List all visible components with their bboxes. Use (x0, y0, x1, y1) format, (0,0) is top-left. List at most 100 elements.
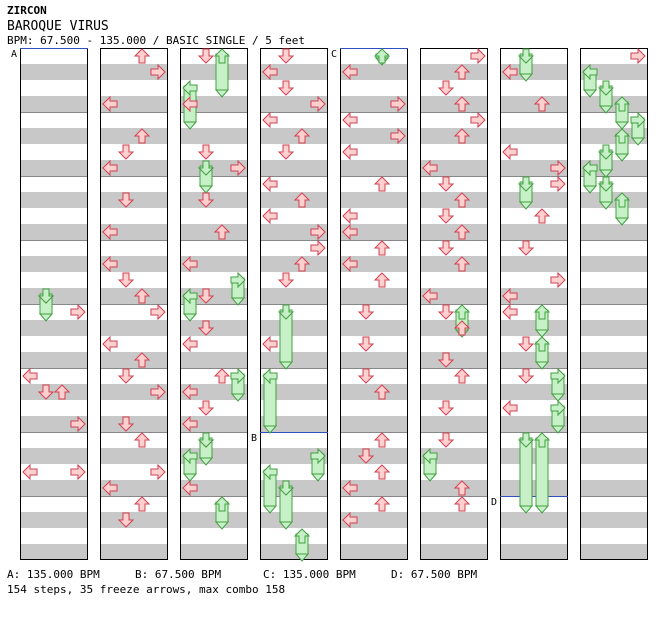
freeze-arrow-body (535, 437, 549, 507)
beat-stripe (340, 480, 408, 496)
step-arrow-left (342, 255, 358, 273)
beat-stripe (340, 320, 408, 336)
step-arrow-left (182, 255, 198, 273)
step-arrow-right (390, 95, 406, 113)
beat-stripe (500, 64, 568, 80)
step-arrow-up (533, 208, 551, 224)
step-arrow-left (342, 207, 358, 225)
freeze-arrow-head-up (613, 96, 631, 112)
freeze-arrow-head-up (533, 432, 551, 448)
freeze-arrow-tail (518, 201, 534, 210)
freeze-arrow-head-right (550, 367, 566, 385)
beat-stripe (500, 384, 568, 400)
freeze-arrow-tail (534, 329, 550, 338)
step-arrow-down (357, 448, 375, 464)
beat-stripe (340, 192, 408, 208)
step-arrow-down (517, 368, 535, 384)
beat-stripe (20, 352, 88, 368)
beat-stripe (580, 320, 648, 336)
beat-stripe (580, 288, 648, 304)
beat-stripe (260, 288, 328, 304)
freeze-arrow-head-up (613, 128, 631, 144)
step-arrow-right (150, 463, 166, 481)
step-arrow-up (453, 192, 471, 208)
step-arrow-up (133, 432, 151, 448)
beat-stripe (580, 352, 648, 368)
freeze-arrow-head-down (277, 480, 295, 496)
step-arrow-left (22, 367, 38, 385)
freeze-arrow-tail (294, 553, 310, 562)
freeze-arrow-tail (582, 185, 598, 194)
beat-stripe (580, 128, 648, 144)
step-arrow-down (357, 336, 375, 352)
beat-stripe (580, 544, 648, 560)
bpm-legend-b: B: 67.500 BPM (135, 568, 222, 581)
step-arrow-right (470, 47, 486, 65)
step-arrow-up (133, 48, 151, 64)
bpm-legend-d: D: 67.500 BPM (391, 568, 478, 581)
step-arrow-up (213, 368, 231, 384)
step-arrow-down (517, 336, 535, 352)
beat-stripe (180, 480, 248, 496)
freeze-arrow-head-down (277, 304, 295, 320)
step-arrow-up (453, 480, 471, 496)
step-arrow-left (102, 159, 118, 177)
beat-stripe (420, 192, 488, 208)
step-arrow-up (293, 256, 311, 272)
beat-stripe (500, 96, 568, 112)
step-arrow-down (357, 368, 375, 384)
step-arrow-up (133, 288, 151, 304)
beat-stripe (20, 320, 88, 336)
freeze-arrow-head-up (213, 496, 231, 512)
step-arrow-right (150, 303, 166, 321)
beat-stripe (340, 384, 408, 400)
freeze-arrow-tail (230, 297, 246, 306)
step-arrow-down (117, 368, 135, 384)
beat-stripe (500, 512, 568, 528)
step-arrow-right (310, 239, 326, 257)
beat-stripe (100, 448, 168, 464)
freeze-arrow-tail (550, 393, 566, 402)
freeze-arrow-tail (262, 505, 278, 514)
bpm-marker-a: A (11, 49, 17, 60)
beat-stripe (100, 96, 168, 112)
step-arrow-left (102, 479, 118, 497)
step-arrow-down (437, 352, 455, 368)
beat-stripe (420, 512, 488, 528)
beat-stripe (260, 416, 328, 432)
step-arrow-left (182, 479, 198, 497)
step-arrow-right (150, 383, 166, 401)
beat-stripe (20, 288, 88, 304)
beat-stripe (180, 352, 248, 368)
beat-stripe (580, 384, 648, 400)
beat-stripe (180, 192, 248, 208)
step-arrow-left (102, 255, 118, 273)
freeze-arrow-tail (614, 217, 630, 226)
step-arrow-left (502, 399, 518, 417)
beat-stripe (20, 480, 88, 496)
beat-stripe (500, 160, 568, 176)
beat-stripe (500, 320, 568, 336)
beat-stripe (180, 512, 248, 528)
freeze-arrow-head-up (213, 48, 231, 64)
freeze-arrow-tail (614, 121, 630, 130)
step-arrow-down (37, 384, 55, 400)
freeze-arrow-head-left (182, 287, 198, 305)
freeze-arrow-head-down (517, 176, 535, 192)
bpm-legend-a: A: 135.000 BPM (7, 568, 100, 581)
chart-title: ZIRCON (7, 4, 47, 17)
beat-stripe (580, 160, 648, 176)
column-border (580, 48, 648, 560)
beat-stripe (500, 480, 568, 496)
beat-stripe (180, 128, 248, 144)
beat-stripe (500, 256, 568, 272)
column-border (260, 48, 328, 560)
step-arrow-down (357, 304, 375, 320)
step-arrow-up (373, 176, 391, 192)
freeze-arrow-tail (422, 473, 438, 482)
step-arrow-left (342, 223, 358, 241)
beat-stripe (340, 64, 408, 80)
step-arrow-up (53, 384, 71, 400)
step-arrow-left (262, 111, 278, 129)
step-arrow-right (70, 415, 86, 433)
